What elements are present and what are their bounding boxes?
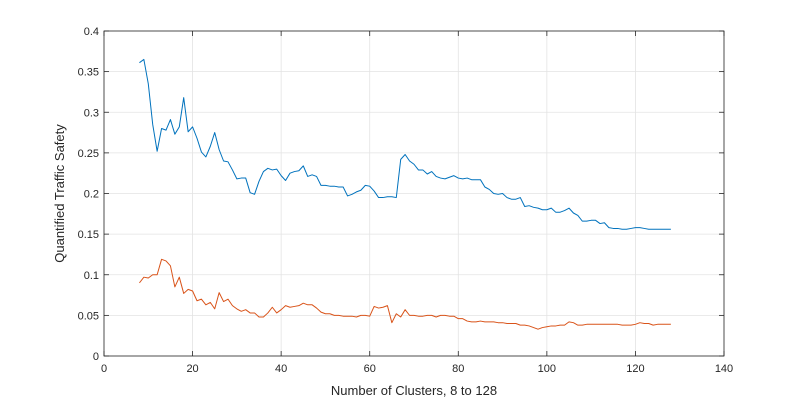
x-tick-label: 120: [626, 363, 644, 375]
y-tick-label: 0.25: [78, 148, 99, 160]
y-tick-label: 0.4: [84, 26, 99, 38]
series-group: [139, 58, 671, 330]
y-tick-label: 0.3: [84, 107, 99, 119]
x-tick-label: 140: [715, 363, 733, 375]
y-tick-label: 0.1: [84, 270, 99, 282]
y-axis-label: Quantified Traffic Safety: [52, 124, 67, 263]
x-tick-label: 20: [186, 363, 198, 375]
y-tick-label: 0: [93, 351, 99, 363]
x-tick-label: 80: [452, 363, 464, 375]
x-tick-label: 100: [538, 363, 556, 375]
x-axis-label: Number of Clusters, 8 to 128: [331, 383, 497, 398]
x-tick-label: 40: [275, 363, 287, 375]
y-tick-label: 0.2: [84, 189, 99, 201]
x-tick-label: 60: [364, 363, 376, 375]
series-line-1: [139, 58, 671, 230]
y-tick-label: 0.05: [78, 310, 99, 322]
x-tick-label: 0: [101, 363, 107, 375]
y-tick-label: 0.15: [78, 229, 99, 241]
y-tick-label: 0.35: [78, 67, 99, 79]
series-line-2: [139, 258, 671, 330]
ticks: 0 20 40 60 80 100 120 140 0 0.05 0.1 0.15 0.2 0.25 0.3…: [78, 26, 734, 375]
